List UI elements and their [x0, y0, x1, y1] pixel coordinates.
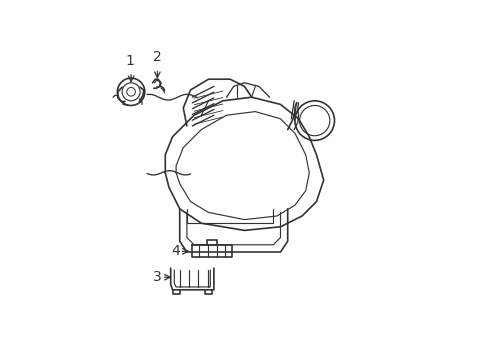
Text: 1: 1 — [125, 54, 134, 68]
Text: 3: 3 — [153, 270, 162, 284]
Text: 4: 4 — [171, 244, 180, 258]
Text: 2: 2 — [153, 50, 162, 64]
